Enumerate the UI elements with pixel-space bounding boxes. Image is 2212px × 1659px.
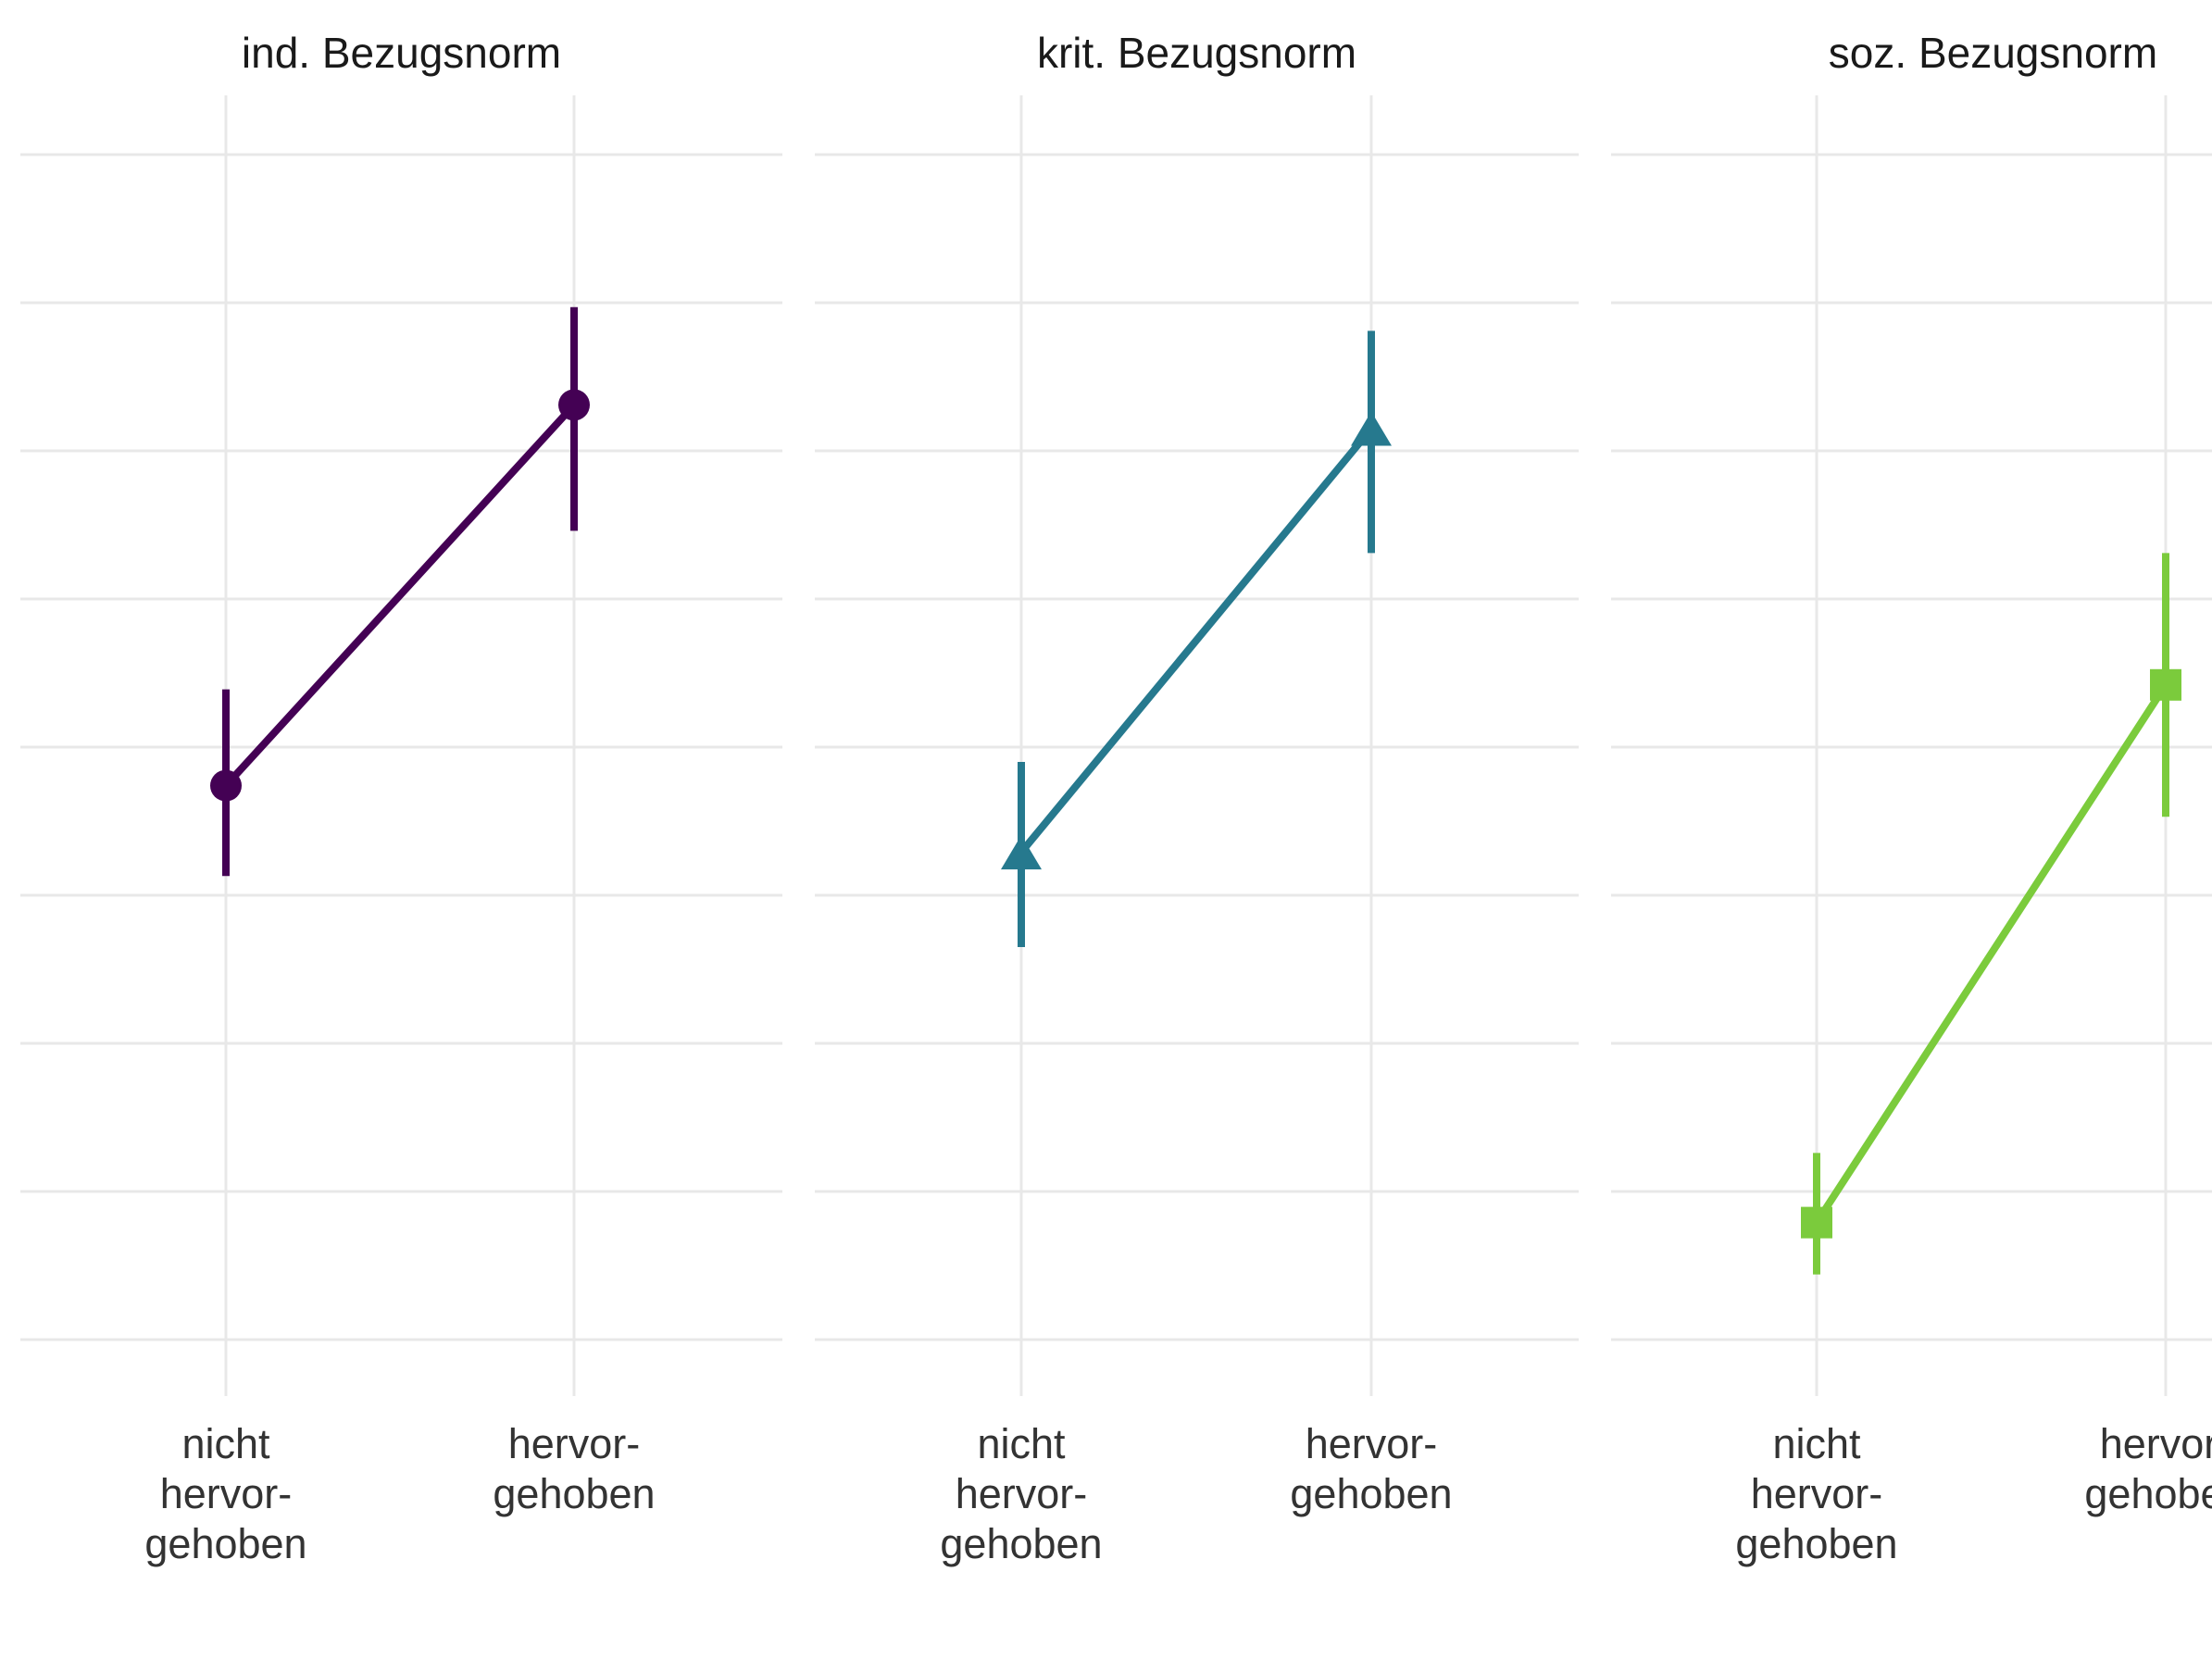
mean-marker-triangle [1001,835,1042,870]
x-tick-label-p2-hervorgehoben: hervor- gehoben [1290,1420,1453,1517]
mean-marker-square [2150,668,2181,701]
mean-marker-triangle [1351,411,1392,446]
facet-title-krit: krit. Bezugsnorm [1036,29,1357,77]
trend-line [1018,426,1375,855]
mean-marker-square [1801,1206,1832,1239]
facet-title-ind: ind. Bezugsnorm [241,29,562,77]
mean-marker-circle [558,389,590,421]
x-tick-label-p3-hervorgehoben: hervor- gehoben [2084,1420,2212,1517]
x-tick-label-p2-nicht-hervorgehoben: nicht hervor- gehoben [940,1420,1103,1567]
facet-title-soz: soz. Bezugsnorm [1828,29,2158,77]
x-tick-label-p3-nicht-hervorgehoben: nicht hervor- gehoben [1735,1420,1898,1567]
x-tick-label-p1-hervorgehoben: hervor- gehoben [493,1420,656,1517]
mean-marker-circle [210,769,242,802]
trend-line [223,402,577,789]
trend-line [1813,682,2169,1225]
x-tick-label-p1-nicht-hervorgehoben: nicht hervor- gehoben [144,1420,307,1567]
